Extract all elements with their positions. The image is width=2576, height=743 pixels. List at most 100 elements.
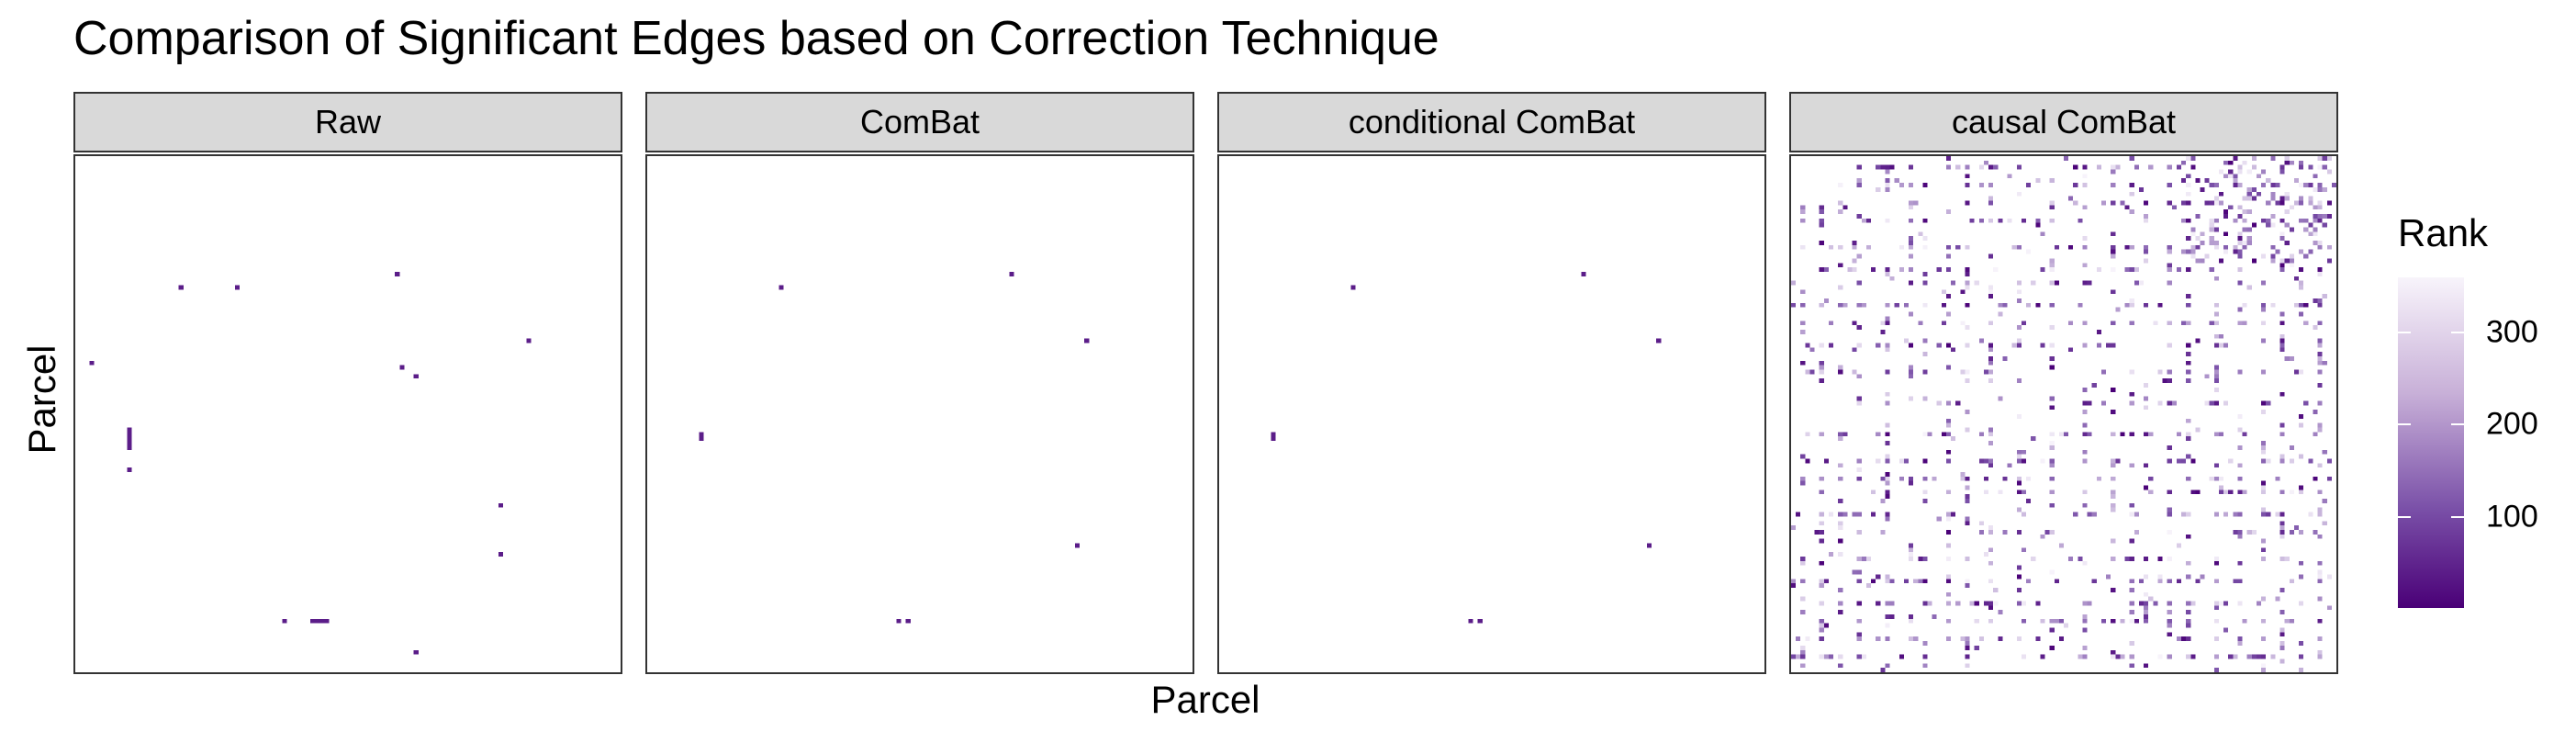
heatmap-cell: [1885, 601, 1890, 606]
heatmap-cell: [2167, 557, 2172, 561]
heatmap-cell: [1856, 213, 1862, 219]
heatmap-cell: [2209, 218, 2214, 223]
heatmap-cell: [2237, 249, 2243, 254]
heatmap-cell: [2120, 654, 2125, 659]
heatmap-cell: [2317, 574, 2323, 580]
heatmap-cell: [2308, 200, 2313, 206]
heatmap-cell: [2279, 231, 2285, 237]
heatmap-cell: [1800, 218, 1806, 223]
heatmap-cell: [2181, 512, 2187, 517]
heatmap-cell: [2279, 521, 2285, 526]
heatmap-cell: [2064, 623, 2069, 628]
heatmap-cell: [1871, 512, 1876, 517]
heatmap-cell: [2266, 222, 2271, 228]
heatmap-cell: [2195, 213, 2201, 219]
heatmap-cell: [1945, 422, 1952, 428]
heatmap-cell: [2308, 249, 2313, 254]
heatmap-cell: [1838, 610, 1843, 615]
heatmap-cell: [2087, 400, 2092, 406]
heatmap-cell: [1838, 512, 1843, 517]
heatmap-cell: [2279, 169, 2285, 174]
heatmap-cell: [2213, 183, 2219, 187]
heatmap-cell: [1838, 601, 1843, 606]
heatmap-cell: [1856, 654, 1862, 659]
heatmap-cell: [2167, 400, 2172, 406]
heatmap-cell: [2049, 627, 2055, 633]
heatmap-cell: [2176, 543, 2182, 548]
heatmap-cell: [1998, 610, 2003, 615]
heatmap-cell: [1965, 641, 1970, 646]
heatmap-cell: [2284, 191, 2290, 197]
heatmap-cell: [2049, 343, 2055, 348]
heatmap-cell: [2124, 267, 2130, 272]
heatmap-cell: [1838, 525, 1843, 530]
heatmap-cell: [2026, 183, 2032, 187]
heatmap-cell: [1960, 321, 1966, 326]
heatmap-cell: [2054, 244, 2059, 250]
heatmap-cell: [2068, 347, 2074, 353]
heatmap-cell: [2016, 449, 2022, 455]
heatmap-cell: [2289, 160, 2294, 165]
heatmap-cell: [1988, 601, 1994, 606]
heatmap-cell: [1865, 583, 1872, 588]
heatmap-cell: [1922, 369, 1928, 375]
heatmap-cell: [2129, 538, 2134, 544]
heatmap-cell: [2049, 502, 2055, 508]
heatmap-cell: [2021, 458, 2027, 464]
heatmap-cell: [1965, 654, 1970, 659]
heatmap-cell: [1998, 636, 2003, 642]
heatmap-cell: [2144, 213, 2149, 219]
heatmap-cell: [1885, 164, 1890, 170]
heatmap-cell: [1856, 374, 1862, 379]
heatmap-cell: [1852, 244, 1857, 250]
heatmap-cell: [1885, 574, 1890, 580]
heatmap-cell: [2007, 218, 2012, 223]
heatmap-cell: [2279, 338, 2285, 343]
heatmap-cell: [2317, 205, 2323, 210]
heatmap-cell: [2035, 222, 2041, 228]
heatmap-cell: [2299, 280, 2304, 286]
heatmap-cell: [1922, 244, 1928, 250]
heatmap-cell: [1805, 432, 1810, 437]
heatmap-cell: [2270, 156, 2276, 161]
heatmap-cell: [1880, 499, 1886, 503]
heatmap-cell: [1965, 280, 1970, 286]
heatmap-cell: [2144, 601, 2149, 606]
heatmap-cell: [2261, 400, 2267, 406]
heatmap-cell: [1885, 321, 1890, 326]
heatmap-cell: [2016, 343, 2022, 348]
heatmap-cell: [1889, 164, 1895, 170]
heatmap-cell: [2261, 302, 2267, 308]
heatmap-cell: [2313, 231, 2318, 237]
heatmap-cell: [2326, 258, 2332, 264]
heatmap-cell: [2026, 249, 2032, 254]
heatmap-cell: [2054, 618, 2059, 624]
heatmap-cell: [2082, 601, 2088, 606]
heatmap-cell: [319, 618, 325, 624]
heatmap-cell: [2213, 218, 2219, 223]
heatmap-cell: [2326, 200, 2332, 206]
heatmap-cell: [1965, 499, 1970, 503]
heatmap-cell: [2275, 596, 2280, 602]
heatmap-cell: [2237, 560, 2243, 566]
heatmap-cell: [2167, 529, 2172, 535]
heatmap-cell: [2279, 659, 2285, 664]
heatmap-cell: [2299, 485, 2304, 490]
heatmap-cell: [2233, 244, 2238, 250]
heatmap-cell: [2218, 258, 2224, 264]
heatmap-cell: [2186, 343, 2191, 348]
heatmap-cell: [2228, 490, 2234, 495]
heatmap-cell: [1838, 538, 1843, 544]
heatmap-cell: [1909, 164, 1914, 170]
heatmap-cell: [2317, 156, 2323, 161]
heatmap-cell: [2016, 378, 2022, 384]
heatmap-cell: [2134, 618, 2139, 624]
heatmap-cell: [2195, 244, 2201, 250]
heatmap-cell: [1814, 529, 1820, 535]
heatmap-cell: [2167, 263, 2172, 268]
heatmap-cell: [2284, 156, 2290, 161]
heatmap-cell: [2049, 476, 2055, 481]
heatmap-cell: [1800, 480, 1806, 486]
heatmap-cell: [1988, 294, 1994, 299]
heatmap-cell: [1922, 663, 1928, 669]
